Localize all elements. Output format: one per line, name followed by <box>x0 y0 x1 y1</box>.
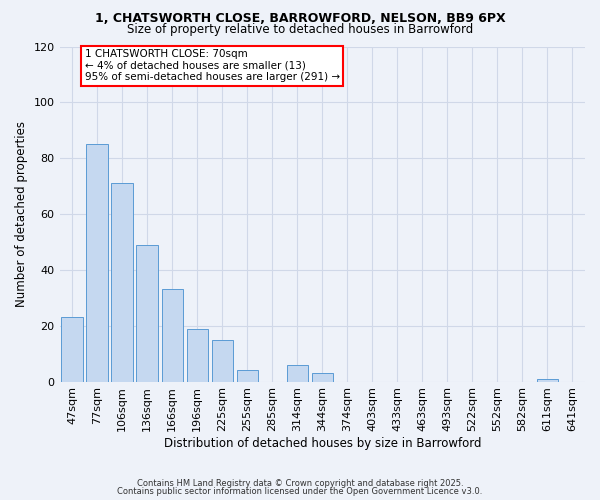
Text: 1, CHATSWORTH CLOSE, BARROWFORD, NELSON, BB9 6PX: 1, CHATSWORTH CLOSE, BARROWFORD, NELSON,… <box>95 12 505 26</box>
Bar <box>212 340 233 382</box>
Bar <box>311 373 333 382</box>
Bar <box>537 379 558 382</box>
Text: Size of property relative to detached houses in Barrowford: Size of property relative to detached ho… <box>127 22 473 36</box>
Y-axis label: Number of detached properties: Number of detached properties <box>15 121 28 307</box>
Bar <box>236 370 258 382</box>
Text: Contains HM Land Registry data © Crown copyright and database right 2025.: Contains HM Land Registry data © Crown c… <box>137 478 463 488</box>
Bar <box>112 184 133 382</box>
Bar <box>86 144 108 382</box>
X-axis label: Distribution of detached houses by size in Barrowford: Distribution of detached houses by size … <box>164 437 481 450</box>
Bar <box>287 365 308 382</box>
Text: Contains public sector information licensed under the Open Government Licence v3: Contains public sector information licen… <box>118 487 482 496</box>
Bar <box>136 245 158 382</box>
Text: 1 CHATSWORTH CLOSE: 70sqm
← 4% of detached houses are smaller (13)
95% of semi-d: 1 CHATSWORTH CLOSE: 70sqm ← 4% of detach… <box>85 50 340 82</box>
Bar <box>187 328 208 382</box>
Bar <box>61 318 83 382</box>
Bar <box>161 290 183 382</box>
